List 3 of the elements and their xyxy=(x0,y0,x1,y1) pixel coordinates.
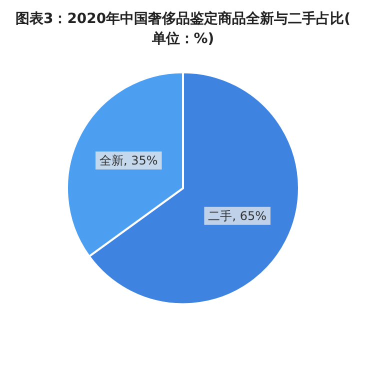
chart-title: 图表3：2020年中国奢侈品鉴定商品全新与二手占比(单位：%) xyxy=(15,10,351,47)
slice-label: 全新, 35% xyxy=(99,153,158,168)
slice-label: 二手, 65% xyxy=(208,208,267,223)
